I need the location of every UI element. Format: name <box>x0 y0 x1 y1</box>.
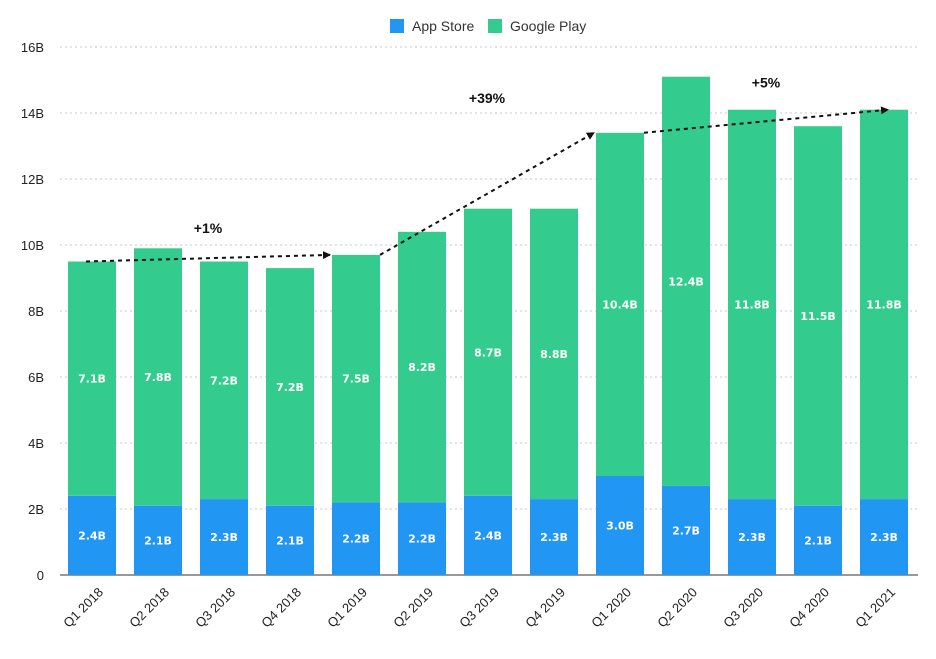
x-tick-label: Q3 2020 <box>720 585 766 631</box>
x-axis: Q1 2018 Q2 2018 Q3 2018 Q4 2018 Q1 2019 Q2 20… <box>60 585 898 631</box>
legend-label: App Store <box>412 18 474 34</box>
bar-segment-google-play <box>860 109 908 500</box>
data-label: 11.8B <box>866 298 902 311</box>
data-label: 2.3B <box>870 531 898 544</box>
data-label: 8.7B <box>474 346 502 359</box>
bar-segment-app-store <box>464 495 512 575</box>
bar-segment-google-play <box>464 208 512 496</box>
bar-segment-google-play <box>68 261 116 496</box>
trend-annotation-label: +5% <box>752 75 781 91</box>
y-tick-label: 10B <box>21 238 44 253</box>
data-label: 10.4B <box>602 298 638 311</box>
data-label: 11.8B <box>734 298 770 311</box>
y-tick-label: 4B <box>28 436 44 451</box>
bar-segment-google-play <box>794 126 842 506</box>
data-label: 7.5B <box>342 373 370 386</box>
trend-annotation-label: +39% <box>469 90 506 106</box>
data-label: 2.3B <box>738 531 766 544</box>
y-tick-label: 0 <box>37 568 44 583</box>
bar-segment-google-play <box>332 254 380 503</box>
data-label: 2.1B <box>804 534 832 547</box>
trend-arrow <box>85 251 331 263</box>
data-label: 2.2B <box>408 533 436 546</box>
legend-swatch <box>488 19 502 33</box>
bar-segment-google-play <box>530 208 578 500</box>
data-label: 8.2B <box>408 361 436 374</box>
bar-segment-app-store <box>68 495 116 575</box>
x-tick-label: Q3 2019 <box>456 585 502 631</box>
x-tick-label: Q2 2019 <box>390 585 436 631</box>
bar-segment-app-store <box>728 499 776 575</box>
y-tick-label: 14B <box>21 106 44 121</box>
bar-segment-google-play <box>662 76 710 486</box>
data-label: 2.3B <box>540 531 568 544</box>
bar-segment-app-store <box>596 476 644 575</box>
data-label: 8.8B <box>540 348 568 361</box>
x-tick-label: Q3 2018 <box>192 585 238 631</box>
data-label: 12.4B <box>668 275 704 288</box>
bar-segment-app-store <box>794 505 842 575</box>
trend-arrow <box>643 106 889 134</box>
x-tick-label: Q4 2019 <box>522 585 568 631</box>
data-label: 2.4B <box>78 529 106 542</box>
trend-annotations: +1% +39% +5% <box>85 75 889 263</box>
y-tick-label: 6B <box>28 370 44 385</box>
y-tick-label: 8B <box>28 304 44 319</box>
x-tick-label: Q1 2020 <box>588 585 634 631</box>
data-label: 2.3B <box>210 531 238 544</box>
bar-segment-app-store <box>266 505 314 575</box>
bar-segment-app-store <box>134 505 182 575</box>
bar-segment-google-play <box>596 132 644 477</box>
x-tick-label: Q1 2019 <box>324 585 370 631</box>
legend-swatch <box>390 19 404 33</box>
bar-segment-app-store <box>860 499 908 575</box>
data-label: 7.8B <box>144 371 172 384</box>
bar-segment-google-play <box>134 248 182 506</box>
trend-annotation-label: +1% <box>194 220 223 236</box>
bar-segment-google-play <box>266 268 314 506</box>
x-tick-label: Q4 2018 <box>258 585 304 631</box>
bars: 2.4B 7.1B 2.1B 7.8B 2.3B 7.2B 2.1B 7.2B 2.2B 7.5B… <box>68 76 908 575</box>
y-tick-label: 2B <box>28 502 44 517</box>
data-label: 2.1B <box>276 534 304 547</box>
bar-segment-google-play <box>728 109 776 500</box>
data-label: 2.1B <box>144 534 172 547</box>
bar-segment-app-store <box>332 502 380 575</box>
x-tick-label: Q2 2020 <box>654 585 700 631</box>
legend: App Store Google Play <box>390 18 586 34</box>
x-tick-label: Q2 2018 <box>126 585 172 631</box>
x-tick-label: Q1 2018 <box>60 585 106 631</box>
x-tick-label: Q4 2020 <box>786 585 832 631</box>
x-tick-label: Q1 2021 <box>852 585 898 631</box>
bar-segment-app-store <box>398 502 446 575</box>
data-label: 2.4B <box>474 529 502 542</box>
bar-segment-google-play <box>200 261 248 500</box>
trend-arrow <box>379 131 595 256</box>
bar-segment-app-store <box>200 499 248 575</box>
data-label: 3.0B <box>606 520 634 533</box>
data-label: 2.2B <box>342 533 370 546</box>
bar-segment-google-play <box>398 231 446 503</box>
bar-segment-app-store <box>530 499 578 575</box>
y-tick-label: 12B <box>21 172 44 187</box>
data-label: 7.1B <box>78 373 106 386</box>
data-label: 2.7B <box>672 524 700 537</box>
data-label: 11.5B <box>800 310 836 323</box>
y-tick-label: 16B <box>21 40 44 55</box>
data-label: 7.2B <box>276 381 304 394</box>
data-label: 7.2B <box>210 374 238 387</box>
legend-label: Google Play <box>510 18 586 34</box>
bar-segment-app-store <box>662 485 710 575</box>
